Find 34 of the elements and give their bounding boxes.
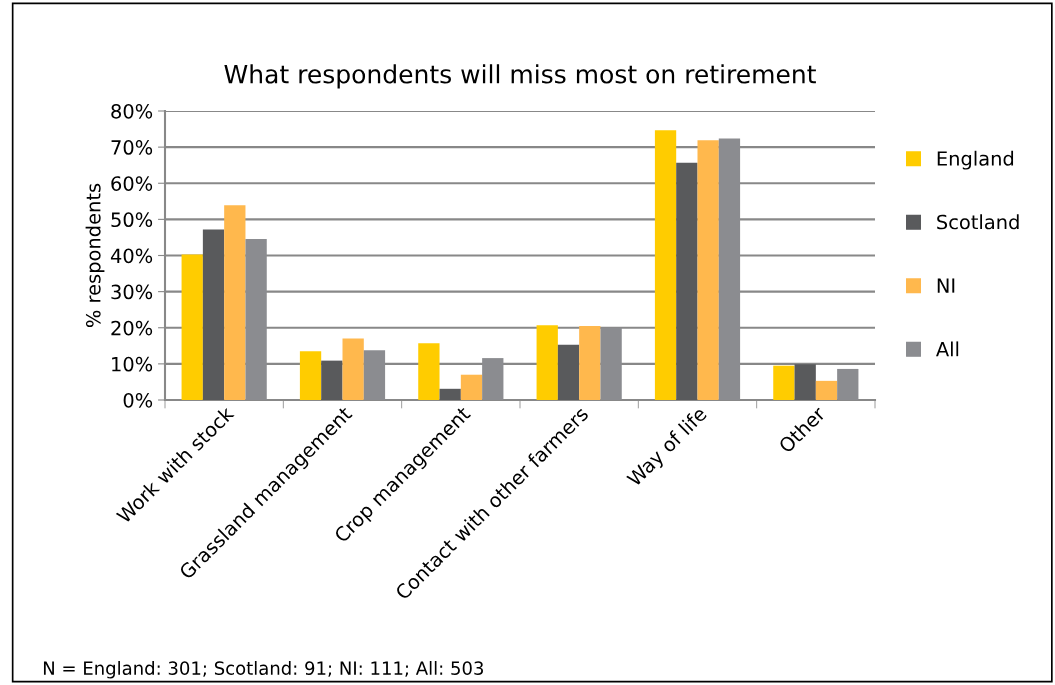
bar xyxy=(224,205,246,400)
y-tick-label: 40% xyxy=(110,248,153,264)
bar xyxy=(557,344,580,400)
bar xyxy=(536,325,558,400)
y-tick-label: 30% xyxy=(111,284,153,300)
y-tick-label: 70% xyxy=(111,140,153,155)
bar xyxy=(299,351,322,400)
bar xyxy=(773,365,795,400)
y-tick-label: 0% xyxy=(123,392,153,408)
y-tick-label: 10% xyxy=(112,356,153,372)
text: N = England: 301; Scotland: 91; NI: 111; All: 503 xyxy=(43,661,483,679)
bar xyxy=(794,364,816,400)
y-tick-label: 50% xyxy=(111,212,153,228)
y-tick-label: 20% xyxy=(111,320,153,336)
legend-label: NI xyxy=(937,278,955,293)
legend-label: England xyxy=(937,150,1014,170)
bar xyxy=(676,162,698,400)
bar xyxy=(460,374,483,400)
bar xyxy=(321,360,343,400)
bar xyxy=(342,338,364,400)
legend-label: All xyxy=(936,341,959,357)
bar xyxy=(654,130,677,400)
y-tick-label: 80% xyxy=(111,103,153,119)
legend-label: Scotland xyxy=(937,214,1019,230)
bar xyxy=(418,343,440,400)
y-tick-label: 60% xyxy=(111,176,153,191)
chart-title: What respondents will miss most on retirement xyxy=(224,64,816,89)
y-axis-title: % respondents xyxy=(85,183,105,328)
bar xyxy=(697,140,719,400)
bar xyxy=(439,388,461,400)
bar xyxy=(815,380,838,400)
bar xyxy=(202,229,225,400)
bar xyxy=(181,254,203,400)
bar xyxy=(579,325,601,400)
